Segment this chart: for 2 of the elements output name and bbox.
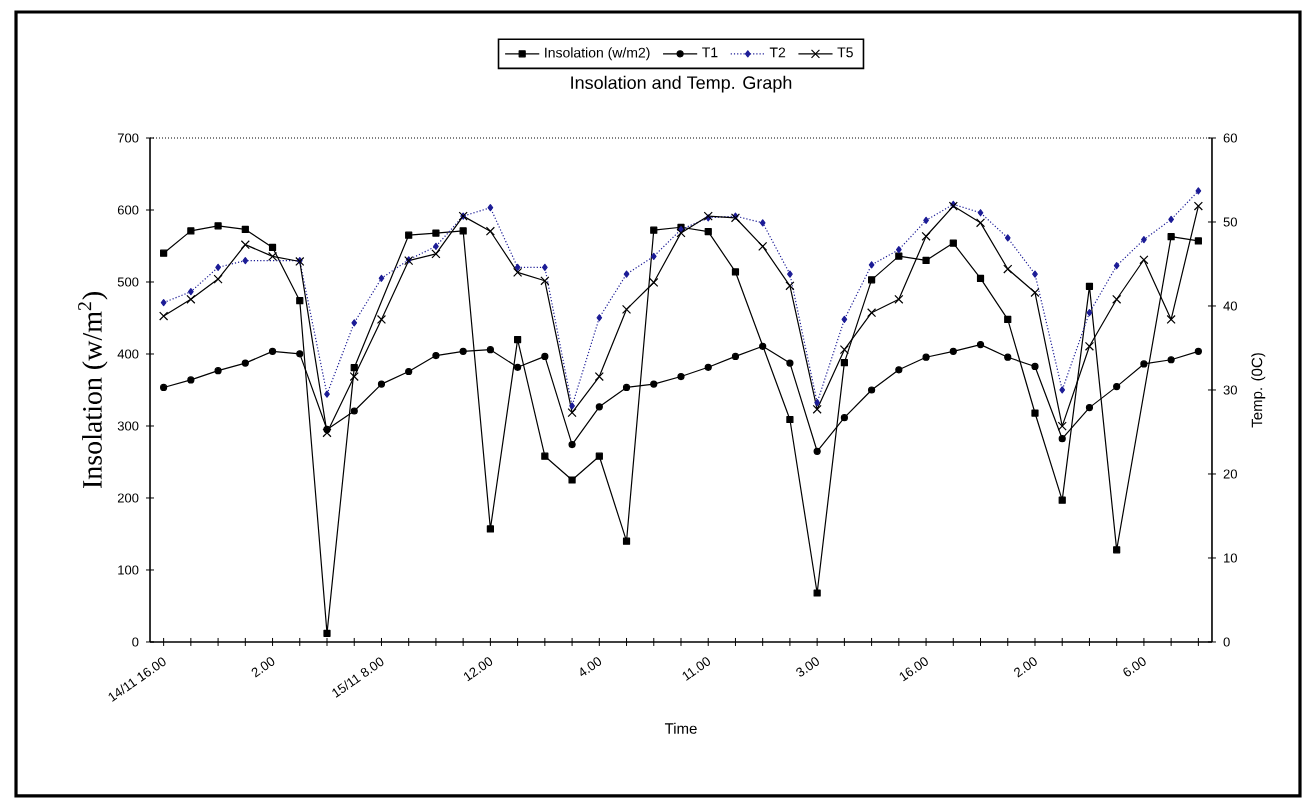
chart-title: Insolation and Temp. Graph	[571, 75, 792, 93]
y-axis-title: Insolation (w/m$^{2}$)	[78, 292, 108, 489]
